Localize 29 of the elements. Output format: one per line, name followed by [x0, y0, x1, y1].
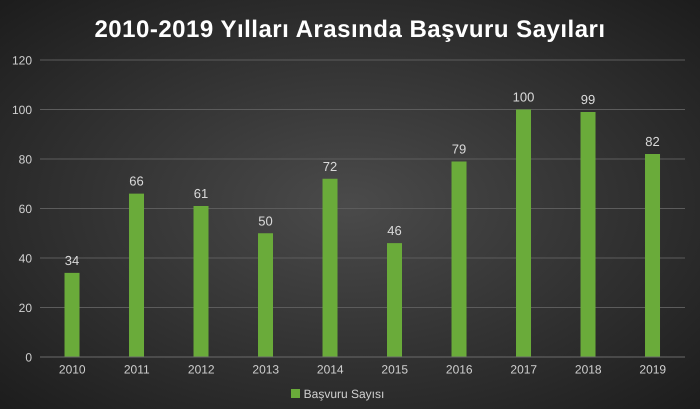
x-tick-label: 2012: [188, 362, 215, 377]
data-label: 46: [387, 223, 402, 238]
y-tick-label: 40: [18, 251, 32, 266]
data-label: 99: [580, 92, 596, 107]
y-tick-label: 100: [12, 102, 32, 117]
x-tick-label: 2011: [124, 362, 150, 377]
x-tick-label: 2016: [446, 362, 473, 377]
y-tick-label: 0: [25, 350, 32, 364]
legend-label: Başvuru Sayısı: [304, 387, 384, 401]
chart-title: 2010-2019 Yılları Arasında Başvuru Sayıları: [93, 16, 607, 44]
data-label: 72: [322, 158, 338, 174]
x-tick-label: 2014: [316, 362, 344, 377]
x-tick-label: 2017: [510, 362, 538, 377]
data-label: 100: [512, 90, 534, 104]
data-label: 50: [258, 213, 273, 228]
y-tick-label: 60: [18, 202, 32, 216]
data-label: 34: [64, 252, 80, 268]
x-tick-label: 2010: [58, 362, 86, 377]
data-label: 79: [452, 141, 466, 156]
y-tick-label: 20: [18, 300, 32, 315]
x-tick-label: 2013: [252, 362, 280, 377]
data-label: 66: [129, 174, 144, 189]
data-label: 61: [194, 186, 208, 202]
y-tick-label: 80: [18, 152, 32, 166]
x-tick-label: 2019: [639, 362, 666, 377]
x-tick-label: 2015: [381, 362, 408, 377]
data-label: 82: [645, 134, 660, 150]
y-tick-label: 120: [12, 53, 32, 68]
x-tick-label: 2018: [574, 362, 602, 377]
